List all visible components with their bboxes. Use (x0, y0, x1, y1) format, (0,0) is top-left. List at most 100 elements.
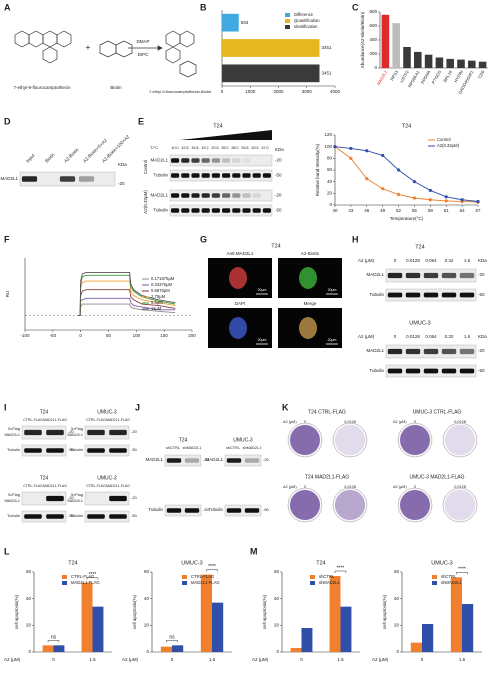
label: DMAP (136, 39, 149, 44)
label: T24 (40, 475, 49, 481)
blot-band (191, 158, 200, 163)
y-tick-label: 40 (394, 596, 400, 601)
x-tick-label: -50 (50, 333, 57, 338)
bar (222, 39, 320, 57)
blot-band (441, 368, 457, 374)
label: 3×Flag (71, 426, 83, 431)
blot-band (459, 272, 475, 279)
blot-band (181, 193, 190, 198)
label: A2-Biotin (301, 251, 320, 256)
blot-band (78, 176, 95, 182)
bracket (206, 569, 218, 572)
blot-band (171, 158, 180, 163)
label: -50 (263, 507, 270, 512)
x-tick-label: 2000 (273, 89, 284, 94)
blot-band (232, 193, 241, 198)
blot-band (244, 458, 260, 463)
dish (442, 487, 478, 523)
label: A2(0.32μM) (143, 190, 148, 214)
blot-band (211, 173, 220, 178)
label: T24 (40, 409, 49, 415)
legend-label: CTRL-FLAG (71, 574, 94, 579)
label: CTRL-FLAG (86, 418, 106, 422)
x-axis-label: A2 (μM) (252, 657, 269, 662)
blot-band (59, 176, 76, 182)
point (412, 196, 417, 200)
blot-band (109, 514, 127, 519)
bar (92, 606, 104, 652)
blot-band (423, 348, 439, 355)
x-tick-label: MAD2L1 (376, 69, 389, 86)
colonies (290, 425, 320, 455)
y-tick-label: 40 (327, 179, 333, 184)
y-tick-label: 20 (26, 623, 32, 628)
cell-signal (299, 317, 317, 339)
legend-swatch (285, 19, 290, 23)
panel-letter: B (200, 2, 207, 12)
blot-band (387, 272, 403, 279)
label: 3×Flag (8, 426, 20, 431)
legend-label: shMAD2L1 (441, 580, 462, 585)
y-axis-label: Abundance(A2-Biotin/Biotin) (360, 11, 365, 68)
bar (422, 624, 434, 652)
legend-swatch (432, 581, 437, 585)
legend-swatch (285, 25, 290, 29)
blot-band (232, 158, 241, 163)
blot-band (87, 448, 105, 453)
label: -20 (131, 495, 138, 500)
label: DAPI (235, 301, 246, 306)
bar (381, 14, 390, 69)
label: Tubulin (208, 507, 223, 512)
label: UMUC-3 MAD2L1-FLAG (409, 474, 464, 480)
bar (200, 574, 212, 652)
blot-band (405, 272, 421, 279)
cell-signal (229, 267, 247, 289)
bar (446, 58, 454, 68)
label: 40.0 (172, 146, 179, 150)
colonies (445, 490, 475, 520)
label: -50 (68, 513, 75, 518)
y-tick-label: 60 (327, 167, 333, 172)
label: 0.0128 (344, 485, 356, 489)
legend-label: shCTRL (319, 574, 335, 579)
point (476, 199, 480, 204)
x-tick-label: 150 (160, 333, 168, 338)
blot-band (459, 368, 475, 374)
bracket (334, 570, 347, 573)
legend-label: 11μM (151, 306, 162, 311)
bracket (166, 640, 178, 643)
label: A2 (μM) (358, 258, 375, 263)
x-tick-label: RPS3 (389, 69, 399, 82)
label: 0.064 (425, 258, 437, 263)
significance: ns (169, 635, 175, 641)
blot-band (232, 208, 241, 213)
wedge (180, 130, 272, 140)
point (365, 177, 369, 181)
label: 0.064 (425, 334, 437, 339)
bar (410, 642, 422, 652)
label: Tubulin (369, 292, 384, 297)
y-axis-label: Relative band Intensity(%) (315, 143, 320, 196)
y-tick-label: 40 (274, 596, 280, 601)
x-tick-label: 3000 (302, 89, 313, 94)
y-tick-label: 0 (28, 649, 31, 654)
colonies (335, 425, 365, 455)
x-tick-label: 0 (52, 657, 55, 662)
panel-letter: L (4, 546, 10, 556)
label: T24 (415, 244, 424, 250)
blot-band (171, 173, 180, 178)
x-tick-label: 49 (380, 208, 386, 213)
chart-title: T24 (68, 560, 77, 566)
label: A2 (μM) (393, 485, 407, 489)
bar (53, 645, 65, 652)
panel-letter: F (4, 234, 10, 244)
cell-signal (229, 317, 247, 339)
blot-band (181, 158, 190, 163)
significance: **** (337, 565, 345, 571)
label: CTRL-FLAG (23, 484, 43, 488)
blot (224, 454, 262, 467)
blot (84, 425, 130, 440)
blot-band (459, 292, 475, 298)
legend-swatch (182, 581, 187, 585)
y-tick-label: 0 (146, 649, 149, 654)
